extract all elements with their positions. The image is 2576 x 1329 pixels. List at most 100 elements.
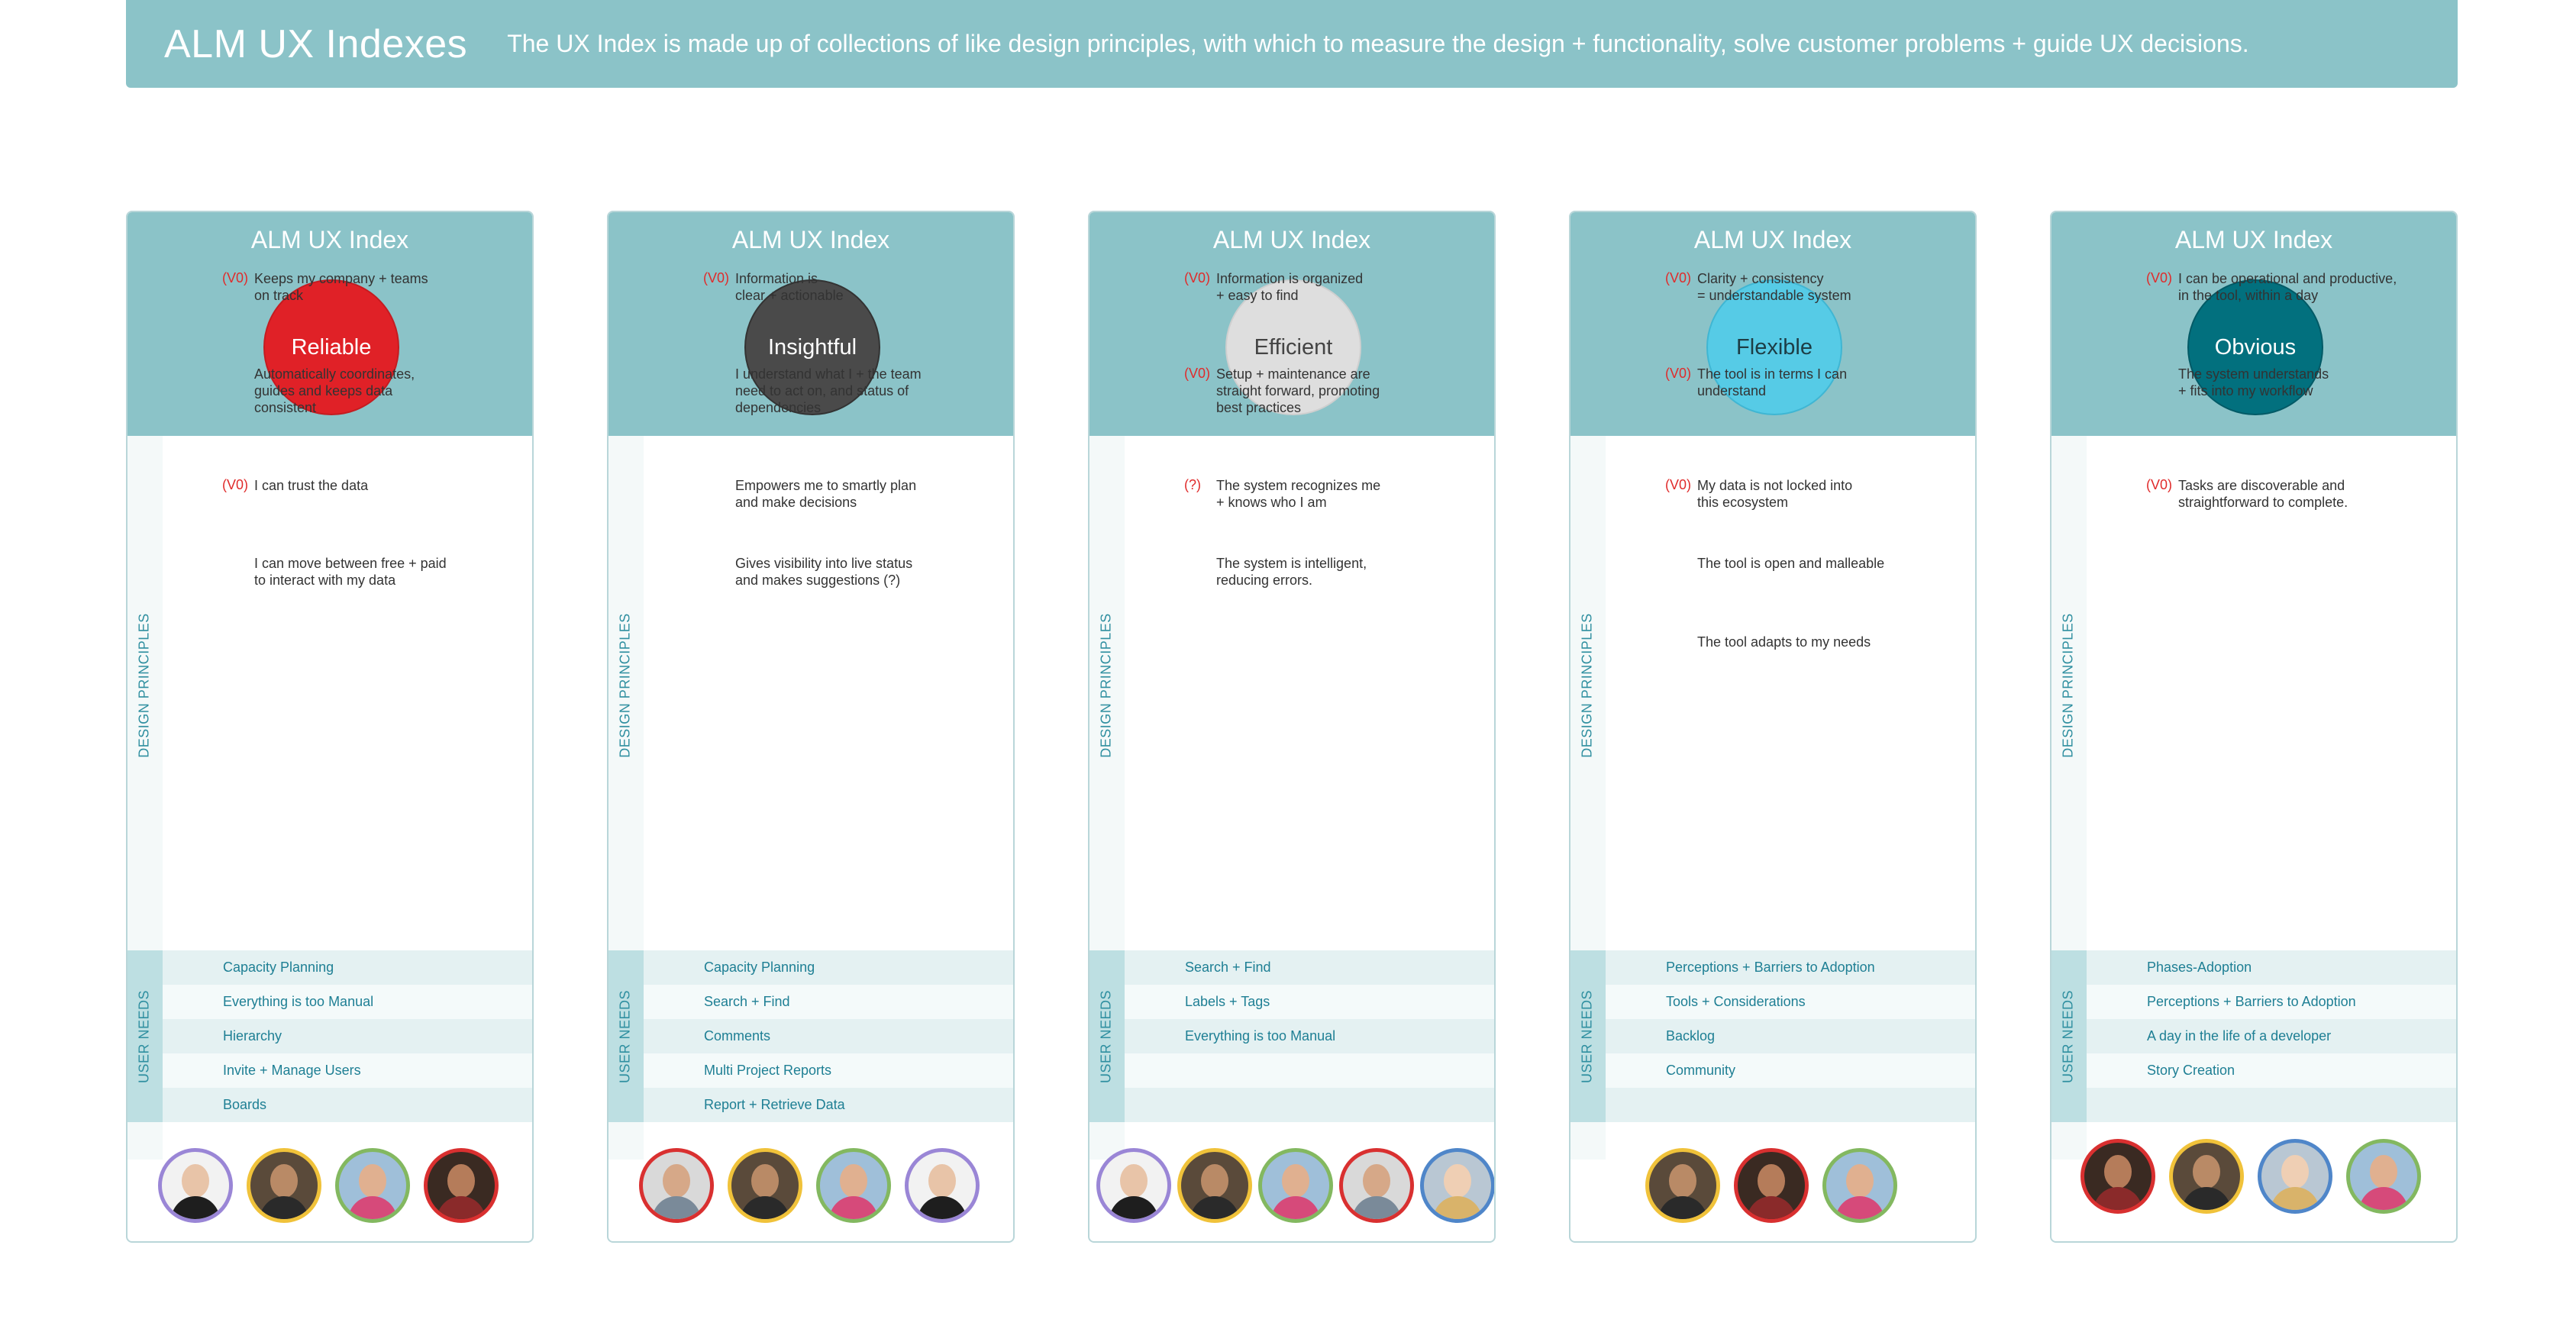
avatar-face — [1846, 1164, 1874, 1198]
avatar-body — [1190, 1196, 1239, 1219]
user-need-link[interactable]: Boards — [223, 1097, 267, 1112]
user-need-link[interactable]: Search + Find — [1185, 960, 1271, 975]
persona-avatar-man-dark-hair[interactable] — [247, 1148, 321, 1223]
user-need-row[interactable]: Search + Find — [644, 985, 1013, 1019]
persona-avatar-man-sunglasses[interactable] — [1258, 1148, 1333, 1223]
user-need-link[interactable]: Story Creation — [2147, 1063, 2235, 1078]
avatar-face — [928, 1164, 956, 1198]
avatar-body — [171, 1196, 220, 1219]
user-need-row[interactable]: Perceptions + Barriers to Adoption — [1606, 950, 1975, 985]
design-principle: My data is not locked into this ecosyste… — [1697, 478, 1853, 510]
persona-avatar-man-sunglasses[interactable] — [335, 1148, 410, 1223]
user-need-link[interactable]: Hierarchy — [223, 1028, 282, 1044]
user-need-row[interactable]: Hierarchy — [163, 1019, 532, 1053]
page-description: The UX Index is made up of collections o… — [507, 30, 2249, 57]
user-need-link[interactable]: Perceptions + Barriers to Adoption — [1666, 960, 1875, 975]
user-need-row[interactable]: Capacity Planning — [644, 950, 1013, 985]
avatar-body — [741, 1196, 789, 1219]
persona-avatar-woman-dark-hair[interactable] — [2080, 1139, 2155, 1214]
user-need-link[interactable]: Invite + Manage Users — [223, 1063, 361, 1078]
persona-avatar-man-dark-hair[interactable] — [728, 1148, 802, 1223]
user-need-link[interactable]: Perceptions + Barriers to Adoption — [2147, 994, 2356, 1009]
user-need-row[interactable] — [1606, 1088, 1975, 1122]
user-needs-strip — [1570, 950, 1606, 1122]
persona-avatar-woman-glasses[interactable] — [158, 1148, 233, 1223]
persona-avatar-man-dark-hair[interactable] — [1177, 1148, 1252, 1223]
design-principle: Automatically coordinates, guides and ke… — [254, 366, 415, 415]
avatar-face — [2370, 1155, 2397, 1189]
user-need-link[interactable]: Tools + Considerations — [1666, 994, 1806, 1009]
user-need-row[interactable]: Multi Project Reports — [644, 1053, 1013, 1088]
user-needs-strip — [128, 950, 163, 1122]
version-tag: (V0) — [2146, 477, 2173, 492]
persona-avatar-woman-dark-hair[interactable] — [424, 1148, 499, 1223]
version-tag: (V0) — [1665, 366, 1692, 381]
user-need-row[interactable]: Capacity Planning — [163, 950, 532, 985]
version-tag: (V0) — [1665, 477, 1692, 492]
user-need-link[interactable]: Capacity Planning — [704, 960, 815, 975]
version-tag: (V0) — [222, 270, 249, 285]
user-need-link[interactable]: Everything is too Manual — [223, 994, 374, 1009]
user-need-row[interactable]: Perceptions + Barriers to Adoption — [2087, 985, 2456, 1019]
user-need-link[interactable]: Backlog — [1666, 1028, 1716, 1044]
user-need-row[interactable] — [1125, 1053, 1494, 1088]
avatar-face — [182, 1164, 209, 1198]
avatar-body — [2093, 1187, 2142, 1210]
persona-avatar-man-short-hair[interactable] — [639, 1148, 714, 1223]
avatar-body — [829, 1196, 878, 1219]
persona-avatar-man-sunglasses[interactable] — [2346, 1139, 2421, 1214]
user-need-row[interactable]: Invite + Manage Users — [163, 1053, 532, 1088]
user-needs-strip — [1089, 950, 1125, 1122]
user-need-row[interactable]: Backlog — [1606, 1019, 1975, 1053]
header-banner: ALM UX Indexes The UX Index is made up o… — [126, 0, 2458, 88]
user-need-row[interactable]: Phases-Adoption — [2087, 950, 2456, 985]
user-need-row[interactable]: Everything is too Manual — [163, 985, 532, 1019]
user-need-row[interactable]: Everything is too Manual — [1125, 1019, 1494, 1053]
user-need-link[interactable]: Report + Retrieve Data — [704, 1097, 845, 1112]
user-need-row[interactable]: Report + Retrieve Data — [644, 1088, 1013, 1122]
persona-avatar-man-dark-hair[interactable] — [1645, 1148, 1720, 1223]
persona-avatar-woman-glasses[interactable] — [1096, 1148, 1171, 1223]
user-need-link[interactable]: Capacity Planning — [223, 960, 334, 975]
version-tag: (V0) — [703, 270, 730, 285]
user-need-row[interactable]: Community — [1606, 1053, 1975, 1088]
user-need-row[interactable]: Comments — [644, 1019, 1013, 1053]
persona-avatar-man-dark-hair[interactable] — [2169, 1139, 2244, 1214]
design-principle: The tool is open and malleable — [1697, 556, 1885, 571]
user-need-link[interactable]: Search + Find — [704, 994, 790, 1009]
design-principle: Information is organized + easy to find — [1216, 271, 1364, 303]
user-need-link[interactable]: A day in the life of a developer — [2147, 1028, 2332, 1044]
user-need-link[interactable]: Phases-Adoption — [2147, 960, 2252, 975]
user-needs-label: USER NEEDS — [136, 989, 152, 1084]
user-need-link[interactable]: Multi Project Reports — [704, 1063, 832, 1078]
avatar-body — [1747, 1196, 1796, 1219]
user-need-link[interactable]: Everything is too Manual — [1185, 1028, 1336, 1044]
avatar-face — [359, 1164, 386, 1198]
design-principle: Setup + maintenance are straight forward… — [1216, 366, 1380, 415]
user-need-row[interactable]: Search + Find — [1125, 950, 1494, 985]
user-need-row[interactable]: Boards — [163, 1088, 532, 1122]
persona-avatar-woman-glasses[interactable] — [905, 1148, 980, 1223]
user-need-row[interactable] — [2087, 1088, 2456, 1122]
persona-avatar-man-sunglasses[interactable] — [1822, 1148, 1897, 1223]
persona-avatar-woman-blonde[interactable] — [2258, 1139, 2332, 1214]
card-header: ALM UX Index Insightful — [608, 212, 1013, 436]
persona-avatar-man-short-hair[interactable] — [1339, 1148, 1414, 1223]
user-needs-strip — [608, 950, 644, 1122]
user-need-row[interactable]: A day in the life of a developer — [2087, 1019, 2456, 1053]
avatar-face — [2281, 1155, 2309, 1189]
user-need-row[interactable]: Story Creation — [2087, 1053, 2456, 1088]
user-need-row[interactable] — [1125, 1088, 1494, 1122]
user-need-row[interactable]: Labels + Tags — [1125, 985, 1494, 1019]
principle-circle: Obvious — [2187, 279, 2323, 415]
persona-avatar-man-sunglasses[interactable] — [816, 1148, 891, 1223]
user-need-link[interactable]: Comments — [704, 1028, 771, 1044]
persona-avatar-woman-dark-hair[interactable] — [1734, 1148, 1809, 1223]
user-need-link[interactable]: Labels + Tags — [1185, 994, 1270, 1009]
ux-index-card-reliable: ALM UX Index Reliable DESIGN PRINCIPLES (V0… — [126, 211, 534, 1243]
persona-avatar-woman-blonde[interactable] — [1420, 1148, 1494, 1223]
avatar-face — [2193, 1155, 2220, 1189]
avatar-face — [447, 1164, 475, 1198]
user-need-link[interactable]: Community — [1666, 1063, 1736, 1078]
user-need-row[interactable]: Tools + Considerations — [1606, 985, 1975, 1019]
